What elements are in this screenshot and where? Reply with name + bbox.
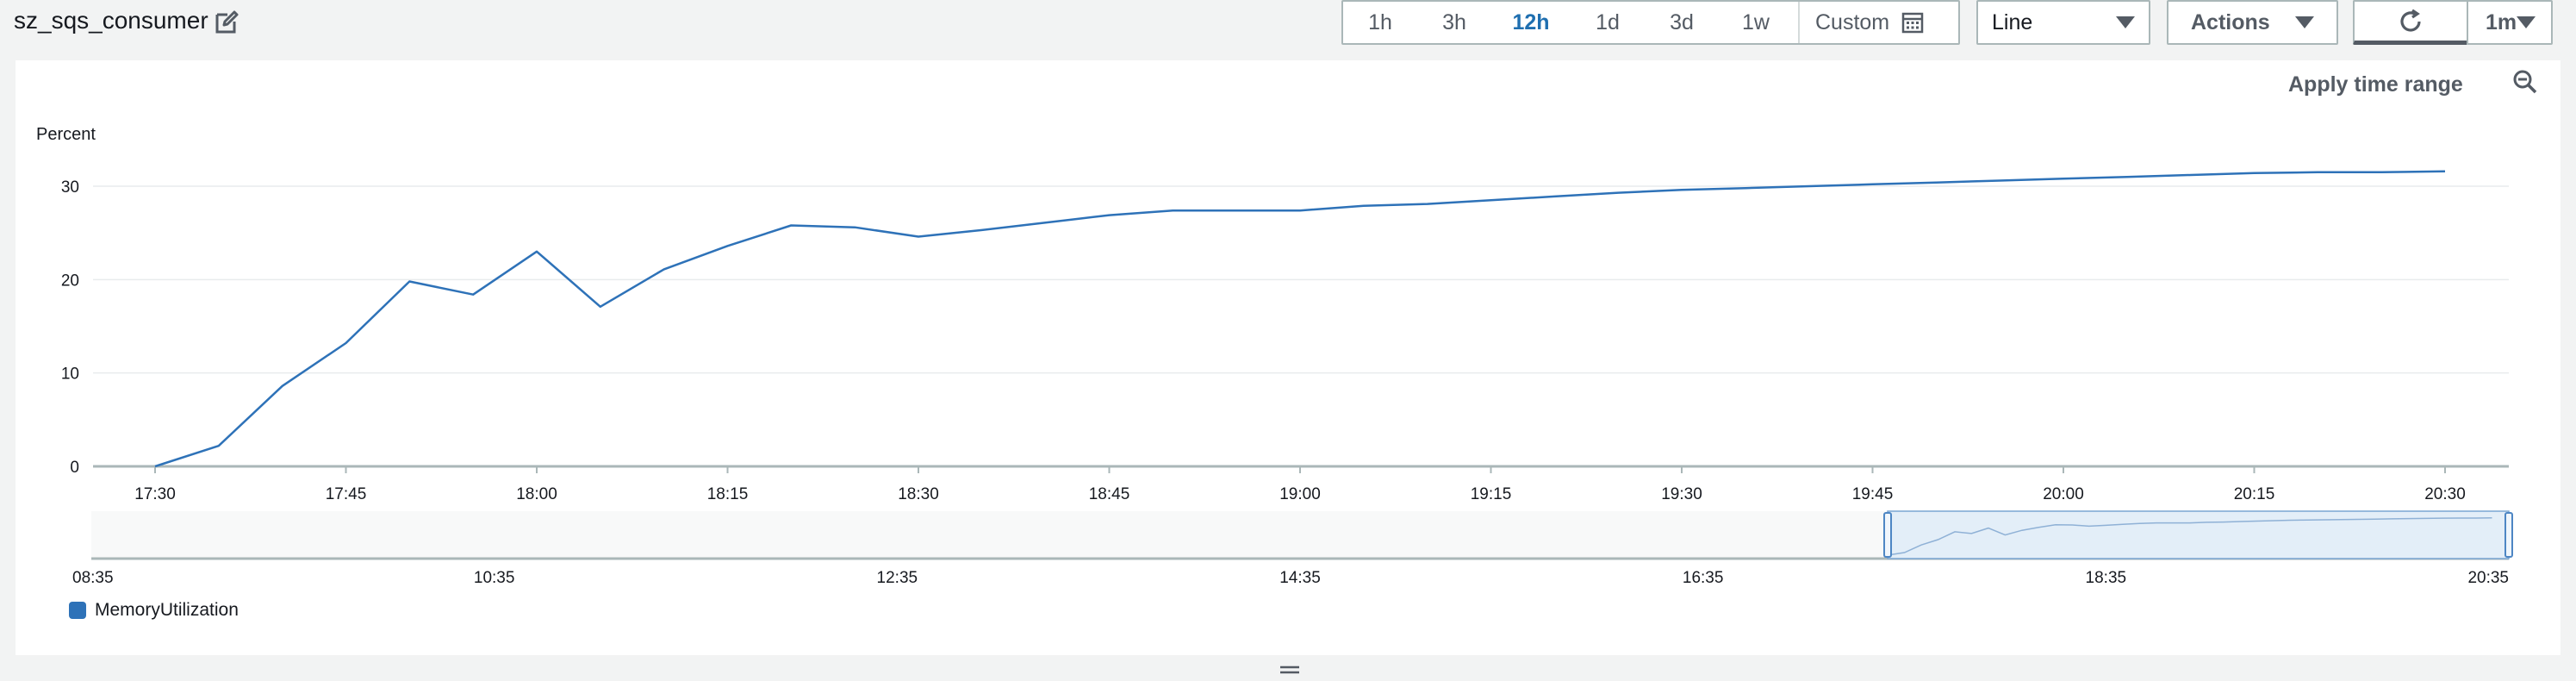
x-tick-label: 17:30 [134,485,176,503]
range-custom[interactable]: Custom [1798,2,1939,43]
x-tick-label: 17:45 [326,485,367,503]
x-tick-label: 19:00 [1279,485,1321,503]
x-tick-label: 18:00 [516,485,557,503]
legend[interactable]: MemoryUtilization [69,600,239,621]
series-line-memoryutilization[interactable] [154,170,2446,468]
edit-icon[interactable] [214,9,240,35]
widget-title: sz_sqs_consumer [14,7,208,34]
y-axis-label: Percent [36,125,96,144]
widget-header: sz_sqs_consumer 1h 3h 12h 1d 3d 1w Custo… [0,0,2576,52]
refresh-period-select[interactable]: 1m [2467,0,2553,45]
x-tick-label: 19:30 [1661,485,1702,503]
y-tick-label: 10 [61,365,79,384]
time-overview-navigator[interactable]: 08:35 10:35 12:35 14:35 16:35 18:35 20:35 [72,510,2513,587]
legend-swatch [69,602,86,619]
chevron-down-icon [2295,16,2314,28]
range-1w[interactable]: 1w [1742,9,1770,34]
x-tick-label: 19:45 [1852,485,1894,503]
range-12h[interactable]: 12h [1512,9,1550,34]
overview-series-line [1887,517,2492,556]
overview-tick-label: 08:35 [72,569,114,587]
series-group [154,170,2446,468]
y-tick-label: 0 [70,459,79,477]
overview-tick-label: 20:35 [2467,569,2509,587]
period-value: 1m [2486,9,2517,34]
range-3h[interactable]: 3h [1442,9,1466,34]
y-axis-ticks: 0 10 20 30 [61,178,79,477]
range-3d[interactable]: 3d [1670,9,1694,34]
apply-time-range-link[interactable]: Apply time range [2288,72,2463,97]
refresh-button[interactable] [2353,0,2468,45]
overview-handle-right[interactable] [2504,512,2513,558]
calendar-icon [1901,12,1924,34]
x-tick-label: 18:30 [898,485,939,503]
x-tick-label: 20:15 [2234,485,2275,503]
actions-label: Actions [2191,9,2270,34]
grid-lines [93,185,2509,468]
x-tick-label: 18:45 [1089,485,1130,503]
x-tick-label: 18:15 [707,485,749,503]
chart-type-select[interactable]: Line [1976,0,2150,45]
x-axis-ticks: 17:30 17:45 18:00 18:15 18:30 18:45 19:00 19:15… [134,466,2466,503]
overview-tick-label: 12:35 [877,569,918,587]
refresh-icon [2400,9,2421,32]
overview-tick-label: 14:35 [1279,569,1321,587]
actions-button[interactable]: Actions [2167,0,2338,45]
custom-label: Custom [1815,9,1890,34]
y-tick-label: 30 [61,178,79,197]
y-tick-label: 20 [61,272,79,290]
chevron-down-icon [2116,16,2135,28]
chart-type-value: Line [1992,9,2033,34]
overview-tick-label: 16:35 [1683,569,1724,587]
zoom-out-icon[interactable] [2512,69,2538,95]
x-tick-label: 20:30 [2424,485,2466,503]
legend-label: MemoryUtilization [95,600,239,620]
range-1h[interactable]: 1h [1368,9,1392,34]
x-tick-label: 20:00 [2043,485,2084,503]
resize-handle-icon[interactable] [1279,664,1301,676]
overview-tick-label: 18:35 [2086,569,2127,587]
time-range-selector: 1h 3h 12h 1d 3d 1w Custom [1341,0,1960,45]
overview-handle-left[interactable] [1883,512,1893,558]
range-1d[interactable]: 1d [1596,9,1620,34]
x-tick-label: 19:15 [1471,485,1512,503]
overview-tick-label: 10:35 [474,569,515,587]
chevron-down-icon [2517,16,2536,28]
